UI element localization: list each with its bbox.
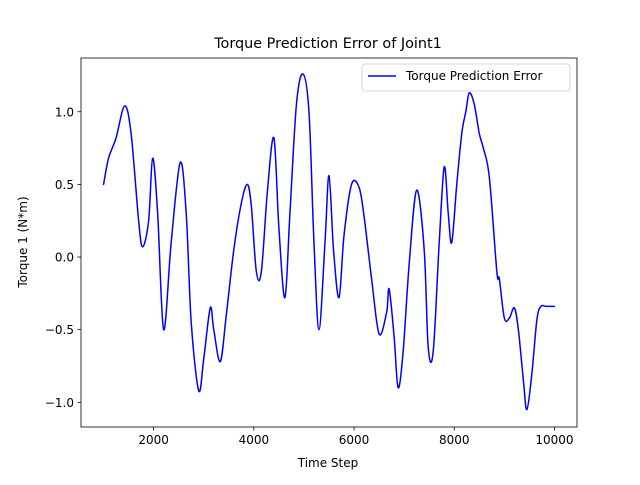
x-tick-label: 4000 bbox=[239, 433, 270, 447]
x-tick-label: 10000 bbox=[535, 433, 573, 447]
legend-entry-torque-prediction-error: Torque Prediction Error bbox=[405, 69, 543, 83]
plot-area bbox=[80, 57, 578, 428]
y-tick-label: −0.5 bbox=[45, 323, 74, 337]
x-axis-label: Time Step bbox=[297, 456, 359, 470]
x-tick-label: 6000 bbox=[339, 433, 370, 447]
x-tick-label: 8000 bbox=[439, 433, 470, 447]
legend-box bbox=[361, 63, 571, 92]
y-tick-label: 0.0 bbox=[55, 251, 74, 265]
legend: Torque Prediction Error bbox=[361, 63, 571, 92]
y-tick-label: 1.0 bbox=[55, 105, 74, 119]
x-tick-label: 2000 bbox=[138, 433, 169, 447]
y-tick-label: 0.5 bbox=[55, 178, 74, 192]
y-axis: −1.0 −0.5 0.0 0.5 1.0 bbox=[45, 105, 81, 410]
chart-title: Torque Prediction Error of Joint1 bbox=[213, 36, 442, 52]
series-line-0 bbox=[102, 73, 556, 411]
y-tick-label: −1.0 bbox=[45, 396, 74, 410]
x-axis: 2000 4000 6000 8000 10000 bbox=[138, 427, 574, 447]
series-layer bbox=[102, 73, 556, 411]
y-axis-label: Torque 1 (N*m) bbox=[16, 196, 30, 288]
